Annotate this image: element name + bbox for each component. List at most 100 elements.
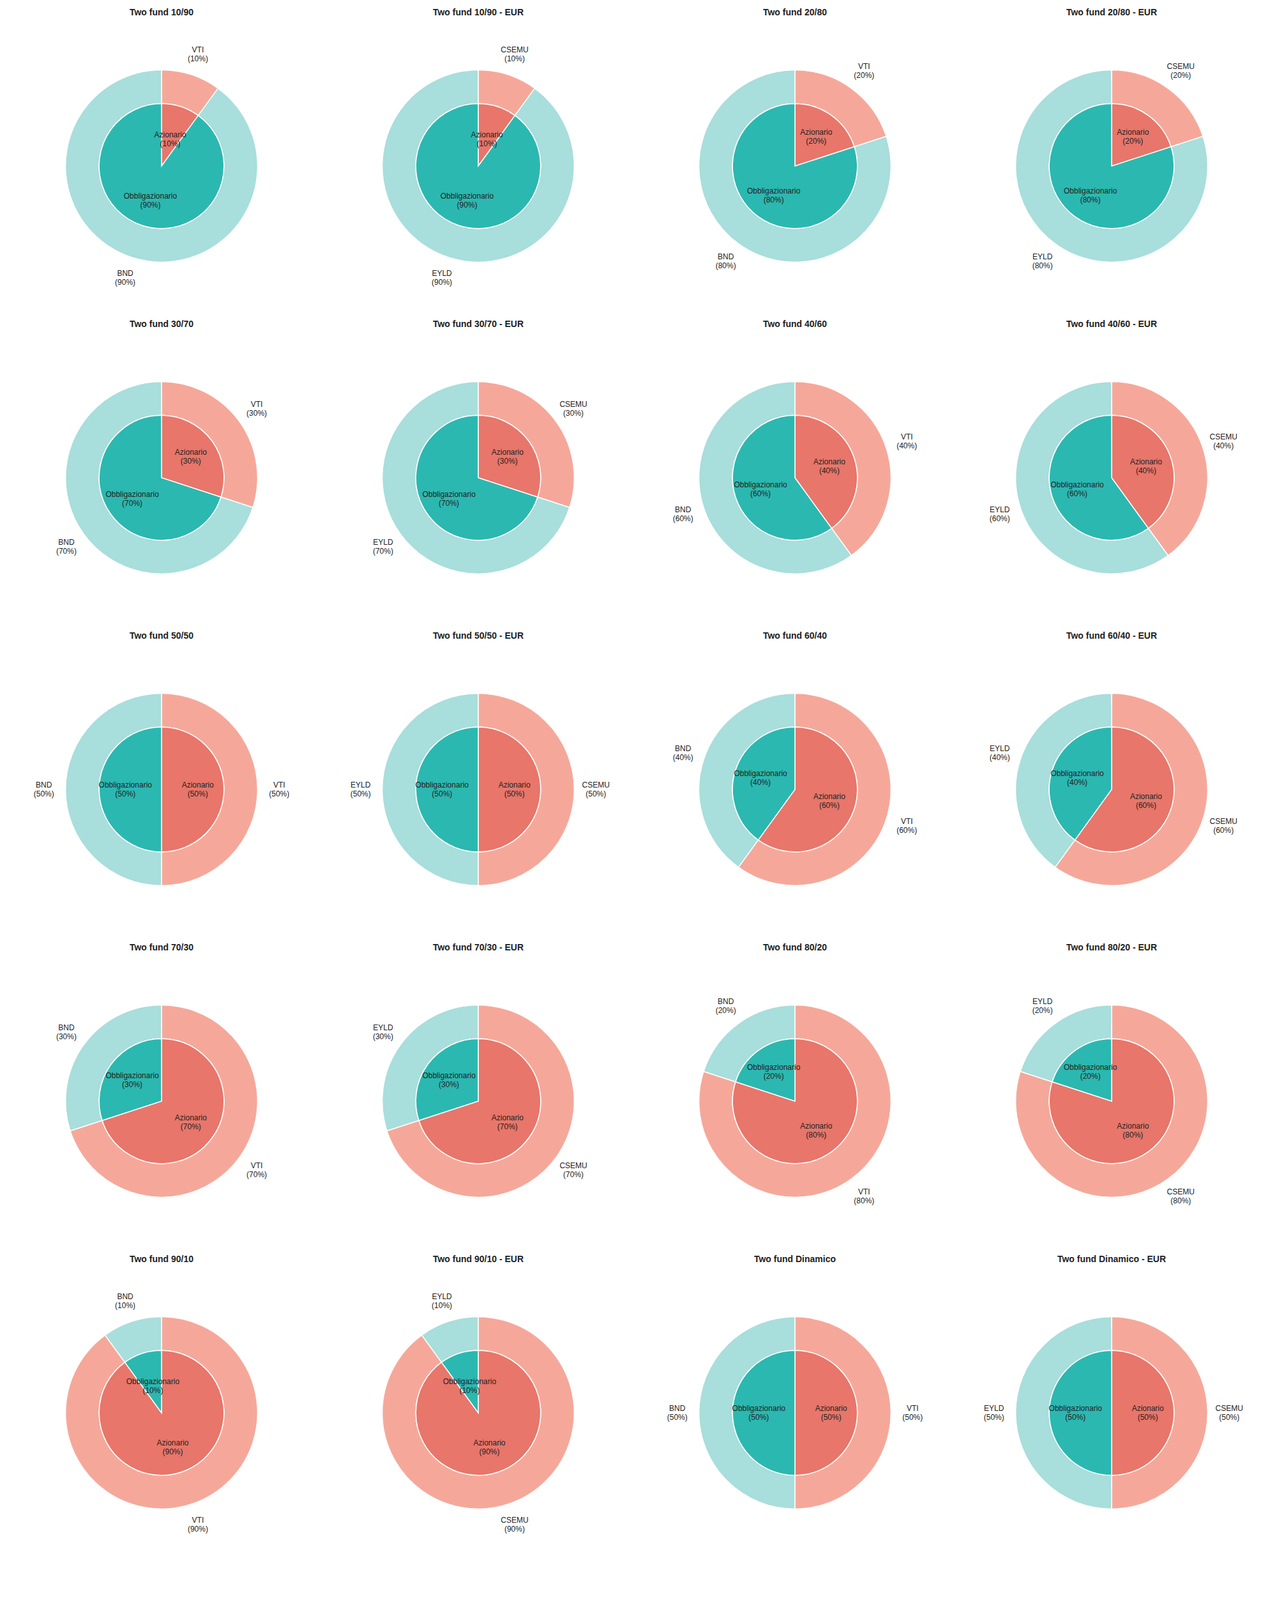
svg-text:BND(50%): BND(50%) [33, 780, 55, 799]
svg-text:Azionario(80%): Azionario(80%) [1116, 1121, 1149, 1140]
svg-text:EYLD(50%): EYLD(50%) [983, 1403, 1005, 1422]
svg-text:CSEMU(70%): CSEMU(70%) [559, 1160, 587, 1179]
svg-text:CSEMU(50%): CSEMU(50%) [1215, 1403, 1244, 1422]
svg-text:CSEMU(80%): CSEMU(80%) [1167, 1186, 1195, 1205]
svg-text:Obbligazionario(90%): Obbligazionario(90%) [123, 191, 178, 210]
svg-text:Obbligazionario(20%): Obbligazionario(20%) [1063, 1062, 1118, 1081]
svg-text:EYLD(50%): EYLD(50%) [350, 780, 371, 799]
html-text:Two fund 30/70: Two fund 30/70 [129, 318, 194, 329]
html-text:Two fund 20/80: Two fund 20/80 [763, 7, 827, 18]
svg-text:Azionario(10%): Azionario(10%) [154, 130, 187, 149]
svg-text:VTI(50%): VTI(50%) [902, 1403, 923, 1422]
svg-text:BND(70%): BND(70%) [56, 537, 77, 556]
html-text:Two fund 80/20 - EUR: Two fund 80/20 - EUR [1066, 941, 1157, 953]
svg-text:Azionario(20%): Azionario(20%) [800, 127, 832, 146]
svg-text:Obbligazionario(30%): Obbligazionario(30%) [422, 1070, 476, 1089]
svg-text:CSEMU(20%): CSEMU(20%) [1167, 61, 1195, 80]
svg-text:Obbligazionario(20%): Obbligazionario(20%) [747, 1062, 801, 1081]
svg-text:Obbligazionario(60%): Obbligazionario(60%) [1050, 480, 1104, 499]
svg-text:Azionario(50%): Azionario(50%) [181, 780, 214, 799]
svg-text:VTI(70%): VTI(70%) [246, 1160, 267, 1179]
svg-text:BND(30%): BND(30%) [56, 1022, 77, 1041]
svg-text:VTI(20%): VTI(20%) [853, 61, 875, 80]
svg-text:CSEMU(40%): CSEMU(40%) [1209, 432, 1238, 451]
html-text:Two fund 90/10: Two fund 90/10 [129, 1253, 194, 1264]
html-text:Two fund 60/40 - EUR: Two fund 60/40 - EUR [1066, 630, 1157, 641]
svg-text:VTI(50%): VTI(50%) [268, 780, 290, 799]
html-text:Two fund 80/20: Two fund 80/20 [763, 941, 827, 953]
svg-text:Azionario(10%): Azionario(10%) [471, 130, 504, 149]
svg-text:CSEMU(90%): CSEMU(90%) [500, 1515, 529, 1534]
svg-text:Obbligazionario(90%): Obbligazionario(90%) [440, 191, 495, 210]
svg-text:BND(90%): BND(90%) [114, 268, 136, 287]
svg-text:CSEMU(10%): CSEMU(10%) [500, 45, 529, 64]
svg-text:Azionario(40%): Azionario(40%) [813, 457, 846, 476]
svg-text:Obbligazionario(50%): Obbligazionario(50%) [415, 780, 470, 799]
svg-text:VTI(90%): VTI(90%) [187, 1515, 209, 1534]
svg-text:Obbligazionario(80%): Obbligazionario(80%) [747, 186, 801, 205]
svg-text:VTI(40%): VTI(40%) [896, 432, 917, 451]
svg-text:BND(10%): BND(10%) [114, 1291, 136, 1310]
html-text:Two fund 40/60: Two fund 40/60 [763, 318, 827, 329]
svg-text:VTI(30%): VTI(30%) [246, 399, 267, 418]
html-text:Two fund 10/90 - EUR: Two fund 10/90 - EUR [432, 7, 524, 18]
svg-text:VTI(60%): VTI(60%) [896, 816, 917, 835]
svg-text:BND(60%): BND(60%) [672, 505, 694, 523]
svg-text:VTI(10%): VTI(10%) [187, 45, 209, 64]
svg-text:Azionario(70%): Azionario(70%) [491, 1112, 524, 1131]
svg-text:EYLD(10%): EYLD(10%) [431, 1291, 453, 1310]
svg-text:Azionario(60%): Azionario(60%) [1130, 791, 1163, 810]
svg-text:Azionario(40%): Azionario(40%) [1130, 457, 1163, 476]
svg-text:Azionario(20%): Azionario(20%) [1116, 127, 1149, 146]
html-text:Two fund 90/10 - EUR: Two fund 90/10 - EUR [432, 1253, 524, 1264]
svg-text:Azionario(30%): Azionario(30%) [174, 447, 207, 466]
svg-text:BND(80%): BND(80%) [715, 252, 737, 271]
svg-text:Obbligazionario(70%): Obbligazionario(70%) [105, 489, 159, 508]
svg-text:EYLD(90%): EYLD(90%) [431, 268, 453, 287]
svg-text:EYLD(60%): EYLD(60%) [989, 505, 1011, 523]
svg-text:VTI(80%): VTI(80%) [853, 1186, 875, 1205]
svg-text:Obbligazionario(50%): Obbligazionario(50%) [1049, 1403, 1103, 1422]
svg-text:Obbligazionario(10%): Obbligazionario(10%) [443, 1376, 497, 1395]
svg-text:Obbligazionario(80%): Obbligazionario(80%) [1063, 186, 1118, 205]
html-text:Two fund 20/80 - EUR: Two fund 20/80 - EUR [1066, 7, 1157, 18]
svg-text:Azionario(90%): Azionario(90%) [473, 1437, 506, 1456]
svg-text:Azionario(90%): Azionario(90%) [157, 1437, 189, 1456]
svg-text:Azionario(50%): Azionario(50%) [1132, 1403, 1164, 1422]
svg-text:Obbligazionario(50%): Obbligazionario(50%) [98, 780, 153, 799]
svg-text:Obbligazionario(30%): Obbligazionario(30%) [105, 1070, 159, 1089]
svg-text:Obbligazionario(50%): Obbligazionario(50%) [732, 1403, 786, 1422]
svg-text:Obbligazionario(70%): Obbligazionario(70%) [422, 489, 476, 508]
html-text:Two fund 30/70 - EUR: Two fund 30/70 - EUR [432, 318, 524, 329]
html-text:Two fund Dinamico - EUR: Two fund Dinamico - EUR [1057, 1253, 1166, 1264]
html-text:Two fund 70/30 - EUR: Two fund 70/30 - EUR [432, 941, 524, 953]
svg-text:BND(40%): BND(40%) [672, 743, 694, 762]
svg-text:EYLD(80%): EYLD(80%) [1032, 252, 1053, 271]
svg-text:Azionario(80%): Azionario(80%) [800, 1121, 832, 1140]
svg-text:EYLD(30%): EYLD(30%) [372, 1022, 394, 1041]
svg-text:EYLD(40%): EYLD(40%) [989, 743, 1011, 762]
svg-text:BND(50%): BND(50%) [667, 1403, 688, 1422]
svg-text:CSEMU(30%): CSEMU(30%) [559, 399, 587, 418]
svg-text:Obbligazionario(10%): Obbligazionario(10%) [126, 1376, 181, 1395]
svg-text:Azionario(70%): Azionario(70%) [174, 1112, 207, 1131]
svg-text:BND(20%): BND(20%) [715, 996, 737, 1015]
svg-text:Azionario(60%): Azionario(60%) [813, 791, 846, 810]
html-text:Two fund 50/50 - EUR: Two fund 50/50 - EUR [432, 630, 524, 641]
svg-text:Obbligazionario(40%): Obbligazionario(40%) [1050, 768, 1104, 787]
html-text:Two fund 60/40: Two fund 60/40 [763, 630, 827, 641]
svg-text:EYLD(20%): EYLD(20%) [1032, 996, 1053, 1015]
svg-text:Azionario(50%): Azionario(50%) [815, 1403, 848, 1422]
svg-text:Azionario(30%): Azionario(30%) [491, 447, 524, 466]
svg-text:CSEMU(50%): CSEMU(50%) [582, 780, 610, 799]
html-text:Two fund 70/30: Two fund 70/30 [129, 941, 194, 953]
svg-text:CSEMU(60%): CSEMU(60%) [1209, 816, 1238, 835]
html-text:Two fund Dinamico: Two fund Dinamico [754, 1253, 836, 1264]
html-text:Two fund 50/50: Two fund 50/50 [129, 630, 194, 641]
html-text:Two fund 40/60 - EUR: Two fund 40/60 - EUR [1066, 318, 1157, 329]
svg-text:EYLD(70%): EYLD(70%) [372, 537, 394, 556]
html-text:Two fund 10/90: Two fund 10/90 [129, 7, 194, 18]
svg-text:Azionario(50%): Azionario(50%) [498, 780, 531, 799]
svg-text:Obbligazionario(40%): Obbligazionario(40%) [733, 768, 788, 787]
svg-text:Obbligazionario(60%): Obbligazionario(60%) [733, 480, 788, 499]
